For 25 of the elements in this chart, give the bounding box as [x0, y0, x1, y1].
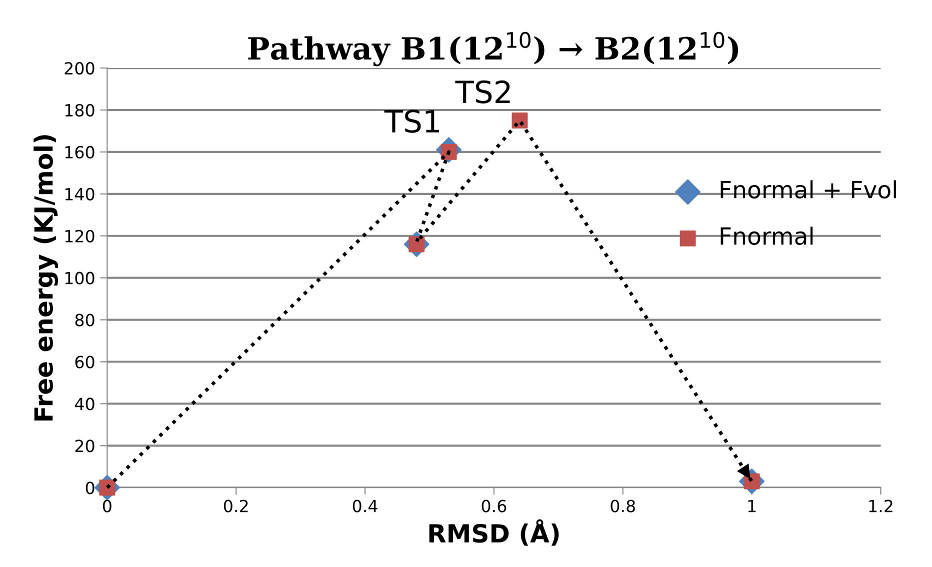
legend-label: Fnormal + Fvol: [720, 180, 896, 199]
x-tick-label: 1: [748, 500, 756, 512]
y-tick-label: 20: [75, 440, 94, 452]
x-tick-label: 0.4: [352, 500, 378, 512]
y-tick-label: 80: [75, 314, 94, 326]
y-tick-label: 140: [65, 188, 94, 200]
x-tick-label: 0: [102, 500, 112, 512]
y-tick-label: 180: [65, 104, 94, 117]
x-tick-label: 0.8: [610, 500, 635, 512]
chart-title: Pathway B1(12$^{10}$) → B2(12$^{10}$): [248, 32, 738, 66]
y-axis-title: Free energy (KJ/mol): [34, 135, 58, 420]
y-tick-label: 60: [75, 356, 94, 368]
annotation: TS2: [455, 80, 510, 104]
x-tick-label: 1.2: [869, 500, 892, 512]
legend-label: Fnormal: [720, 226, 813, 245]
y-tick-label: 40: [74, 398, 94, 410]
annotation: TS1: [384, 110, 440, 133]
x-tick-label: 0.6: [482, 500, 506, 512]
y-tick-label: 160: [65, 146, 94, 159]
y-tick-label: 120: [65, 230, 94, 242]
y-tick-label: 0: [86, 482, 94, 494]
y-tick-label: 200: [64, 62, 94, 75]
y-tick-label: 100: [65, 272, 94, 284]
x-tick-label: 0.2: [224, 500, 248, 512]
x-axis-title: RMSD (Å): [429, 519, 559, 546]
